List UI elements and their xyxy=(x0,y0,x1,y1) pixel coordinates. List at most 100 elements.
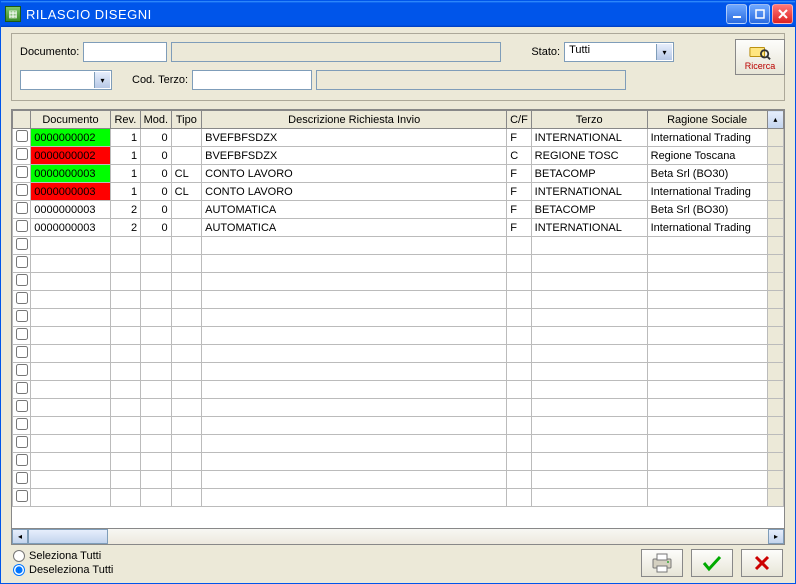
cell[interactable] xyxy=(13,165,31,183)
table-row[interactable] xyxy=(13,417,784,435)
deselect-all-radio[interactable]: Deseleziona Tutti xyxy=(13,564,113,576)
table-row[interactable] xyxy=(13,255,784,273)
cell[interactable] xyxy=(13,363,31,381)
cell xyxy=(202,489,507,507)
documento-input[interactable] xyxy=(83,42,167,62)
cancel-button[interactable] xyxy=(741,549,783,577)
row-checkbox[interactable] xyxy=(16,184,28,196)
row-checkbox[interactable] xyxy=(16,310,28,322)
col-header-ragione[interactable]: Ragione Sociale xyxy=(647,111,767,129)
row-checkbox[interactable] xyxy=(16,418,28,430)
cell[interactable] xyxy=(13,183,31,201)
cell[interactable] xyxy=(13,255,31,273)
row-checkbox[interactable] xyxy=(16,202,28,214)
table-row[interactable] xyxy=(13,363,784,381)
cell[interactable] xyxy=(13,291,31,309)
table-row[interactable] xyxy=(13,309,784,327)
col-header-cf[interactable]: C/F xyxy=(507,111,531,129)
table-row[interactable]: 000000000310CLCONTO LAVOROFINTERNATIONAL… xyxy=(13,183,784,201)
confirm-button[interactable] xyxy=(691,549,733,577)
cell[interactable] xyxy=(13,381,31,399)
table-row[interactable] xyxy=(13,327,784,345)
cell xyxy=(767,201,783,219)
table-row[interactable] xyxy=(13,291,784,309)
scroll-thumb[interactable] xyxy=(28,529,108,544)
col-header-chk[interactable] xyxy=(13,111,31,129)
cod-terzo-input[interactable] xyxy=(192,70,312,90)
cell[interactable] xyxy=(13,435,31,453)
deselect-all-input[interactable] xyxy=(13,564,25,576)
table-row[interactable] xyxy=(13,471,784,489)
row-checkbox[interactable] xyxy=(16,382,28,394)
horizontal-scrollbar[interactable]: ◂ ▸ xyxy=(12,528,784,544)
cell xyxy=(767,273,783,291)
cell[interactable] xyxy=(13,399,31,417)
row-checkbox[interactable] xyxy=(16,436,28,448)
col-header-rev[interactable]: Rev. xyxy=(110,111,141,129)
col-header-tipo[interactable]: Tipo xyxy=(171,111,202,129)
table-row[interactable]: 000000000210BVEFBFSDZXFINTERNATIONALInte… xyxy=(13,129,784,147)
cell[interactable] xyxy=(13,309,31,327)
cell xyxy=(31,237,110,255)
minimize-button[interactable] xyxy=(726,4,747,24)
cell[interactable] xyxy=(13,453,31,471)
scroll-right-icon[interactable]: ▸ xyxy=(768,529,784,544)
table-row[interactable] xyxy=(13,399,784,417)
table-row[interactable]: 000000000210BVEFBFSDZXCREGIONE TOSCRegio… xyxy=(13,147,784,165)
table-row[interactable] xyxy=(13,237,784,255)
col-header-descr[interactable]: Descrizione Richiesta Invio xyxy=(202,111,507,129)
cell[interactable] xyxy=(13,201,31,219)
row-checkbox[interactable] xyxy=(16,148,28,160)
table-row[interactable]: 000000000320AUTOMATICAFINTERNATIONALInte… xyxy=(13,219,784,237)
row-checkbox[interactable] xyxy=(16,166,28,178)
table-row[interactable] xyxy=(13,453,784,471)
table-row[interactable]: 000000000310CLCONTO LAVOROFBETACOMPBeta … xyxy=(13,165,784,183)
print-button[interactable] xyxy=(641,549,683,577)
search-button[interactable]: Ricerca xyxy=(735,39,785,75)
row-checkbox[interactable] xyxy=(16,454,28,466)
close-button[interactable] xyxy=(772,4,793,24)
row-checkbox[interactable] xyxy=(16,274,28,286)
row-checkbox[interactable] xyxy=(16,292,28,304)
cell[interactable] xyxy=(13,129,31,147)
table-row[interactable] xyxy=(13,381,784,399)
table-row[interactable] xyxy=(13,489,784,507)
type-select[interactable]: ▾ xyxy=(20,70,112,90)
row-checkbox[interactable] xyxy=(16,256,28,268)
table-row[interactable]: 000000000320AUTOMATICAFBETACOMPBeta Srl … xyxy=(13,201,784,219)
row-checkbox[interactable] xyxy=(16,364,28,376)
row-checkbox[interactable] xyxy=(16,238,28,250)
cell[interactable] xyxy=(13,417,31,435)
row-checkbox[interactable] xyxy=(16,472,28,484)
cell[interactable] xyxy=(13,471,31,489)
table-row[interactable] xyxy=(13,273,784,291)
cell[interactable] xyxy=(13,345,31,363)
maximize-button[interactable] xyxy=(749,4,770,24)
row-checkbox[interactable] xyxy=(16,130,28,142)
col-header-doc[interactable]: Documento xyxy=(31,111,110,129)
scroll-left-icon[interactable]: ◂ xyxy=(12,529,28,544)
cell[interactable] xyxy=(13,273,31,291)
cell[interactable] xyxy=(13,327,31,345)
cell[interactable] xyxy=(13,147,31,165)
select-all-input[interactable] xyxy=(13,550,25,562)
cell xyxy=(171,273,202,291)
table-row[interactable] xyxy=(13,345,784,363)
scroll-up-icon[interactable]: ▴ xyxy=(767,111,783,129)
row-checkbox[interactable] xyxy=(16,220,28,232)
col-header-terzo[interactable]: Terzo xyxy=(531,111,647,129)
scroll-track[interactable] xyxy=(28,529,768,544)
cell[interactable] xyxy=(13,219,31,237)
row-checkbox[interactable] xyxy=(16,346,28,358)
stato-select[interactable]: Tutti ▾ xyxy=(564,42,674,62)
row-checkbox[interactable] xyxy=(16,328,28,340)
cell[interactable] xyxy=(13,489,31,507)
table-row[interactable] xyxy=(13,435,784,453)
cell xyxy=(171,345,202,363)
select-all-radio[interactable]: Seleziona Tutti xyxy=(13,550,113,562)
cell[interactable] xyxy=(13,237,31,255)
col-header-mod[interactable]: Mod. xyxy=(141,111,172,129)
row-checkbox[interactable] xyxy=(16,400,28,412)
row-checkbox[interactable] xyxy=(16,490,28,502)
cell: CL xyxy=(171,183,202,201)
